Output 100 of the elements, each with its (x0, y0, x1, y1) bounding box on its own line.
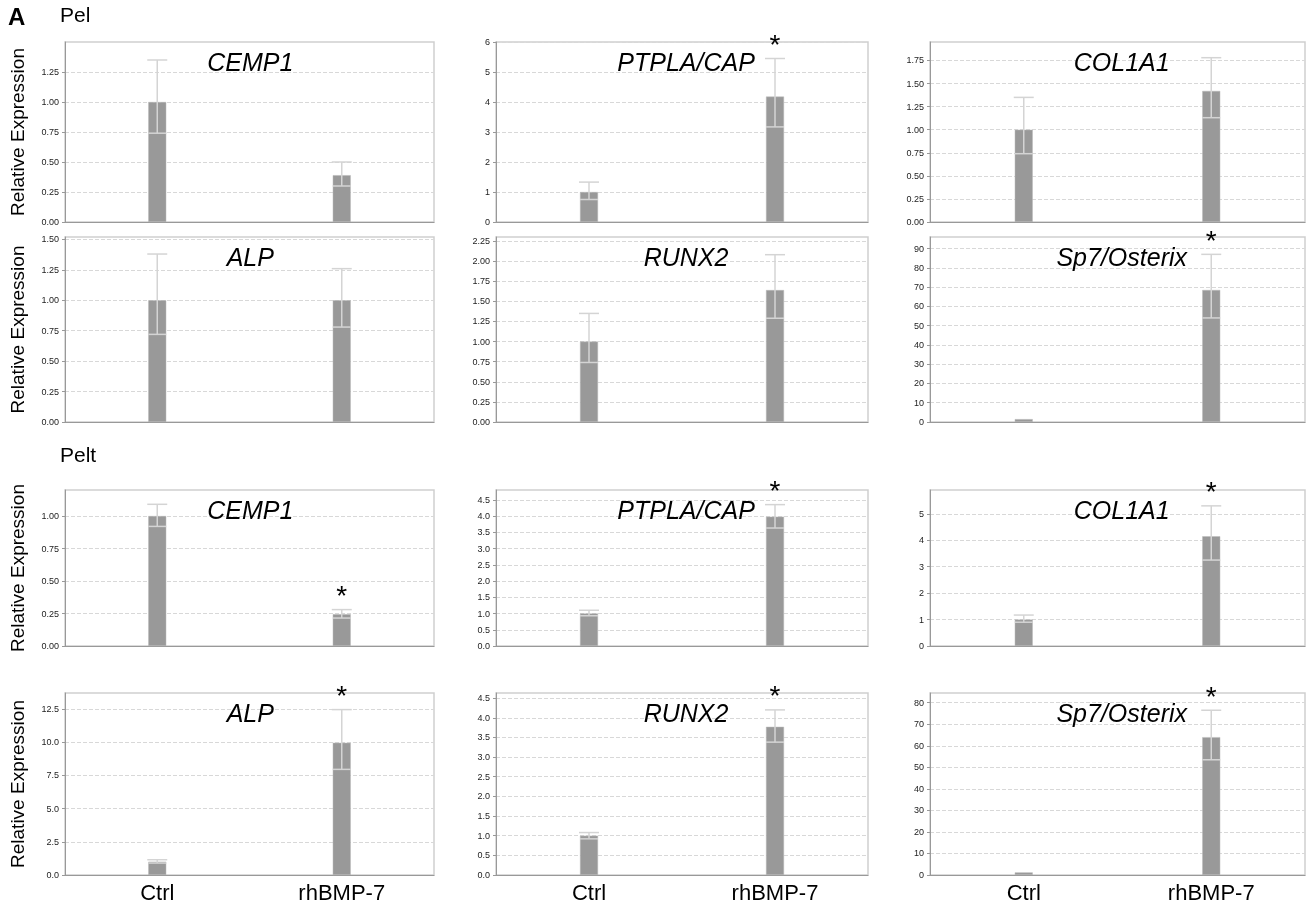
y-tick-label: 60 (913, 301, 924, 312)
y-tick-label: 0.50 (41, 576, 59, 586)
chart-title: RUNX2 (643, 698, 729, 727)
y-tick-label: 3 (484, 127, 490, 137)
chart-title: COL1A1 (1073, 495, 1170, 524)
y-tick-label: 60 (913, 740, 924, 751)
chart-title: PTPLA/CAP (617, 47, 756, 76)
chart-title: CEMP1 (207, 47, 294, 76)
y-tick-label: 2.00 (472, 256, 490, 267)
y-tick-label: 0.5 (477, 624, 490, 635)
annotation: * (336, 680, 348, 712)
y-tick-label: 1.25 (41, 264, 59, 275)
y-tick-label: 0.50 (906, 170, 924, 181)
y-tick-label: 1 (918, 614, 924, 625)
y-tick-label: 40 (913, 339, 924, 350)
chart-title: COL1A1 (1073, 47, 1170, 76)
y-tick-label: 4 (484, 97, 490, 107)
y-tick-label: 3.0 (477, 752, 490, 763)
y-tick-label: 7.5 (46, 770, 59, 781)
y-tick-label: 5.0 (46, 803, 59, 814)
y-tick-label: 1.00 (41, 511, 59, 521)
chart-title: ALP (224, 242, 275, 271)
chart-title: PTPLA/CAP (617, 495, 756, 524)
y-tick-label: 4.5 (477, 494, 490, 505)
y-tick-label: 10 (913, 848, 924, 859)
annotation: * (1205, 680, 1217, 712)
y-tick-label: 0.25 (41, 187, 59, 197)
x-tick-label: Ctrl (140, 879, 175, 905)
y-tick-label: 70 (913, 719, 924, 730)
chart-title: RUNX2 (643, 242, 729, 271)
y-tick-label: 1.0 (477, 608, 490, 619)
y-tick-label: 1.25 (472, 316, 490, 327)
chart-title: CEMP1 (207, 495, 294, 524)
y-tick-label: 0.0 (477, 641, 490, 651)
y-axis-title: Relative Expression (7, 700, 28, 868)
y-tick-label: 30 (913, 359, 924, 370)
y-tick-label: 2.5 (477, 771, 490, 782)
y-tick-label: 1 (484, 187, 490, 197)
y-tick-label: 0.5 (477, 850, 490, 861)
y-tick-label: 0 (918, 870, 924, 880)
y-tick-label: 70 (913, 282, 924, 293)
y-tick-label: 2.5 (477, 559, 490, 570)
annotation: * (769, 475, 781, 507)
y-tick-label: 0.25 (41, 386, 59, 397)
y-tick-label: 1.00 (41, 97, 59, 107)
y-tick-label: 1.00 (472, 336, 490, 347)
y-tick-label: 1.50 (472, 296, 490, 307)
y-tick-label: 12.5 (41, 703, 59, 714)
y-tick-label: 2 (484, 157, 490, 167)
chart-title: ALP (224, 698, 275, 727)
y-tick-label: 2.25 (472, 236, 490, 247)
y-tick-label: 20 (913, 826, 924, 837)
y-tick-label: 3.0 (477, 543, 490, 554)
y-tick-label: 0 (484, 217, 490, 227)
chart-title: Sp7/Osterix (1056, 242, 1189, 271)
annotation: * (769, 680, 781, 712)
y-tick-label: 0.75 (41, 543, 59, 554)
x-tick-label: rhBMP-7 (1167, 879, 1255, 905)
x-tick-label: Ctrl (571, 879, 607, 905)
y-tick-label: 0.50 (41, 157, 59, 167)
y-tick-label: 3.5 (477, 527, 490, 538)
y-tick-label: 10 (913, 397, 924, 408)
y-tick-label: 4.0 (477, 511, 490, 521)
y-tick-label: 1.25 (906, 101, 924, 112)
y-tick-label: 10.0 (41, 737, 59, 748)
y-tick-label: 1.00 (41, 295, 59, 306)
y-tick-label: 20 (913, 378, 924, 389)
y-tick-label: 0.00 (41, 641, 59, 651)
y-tick-label: 0.0 (477, 870, 490, 880)
y-tick-label: 50 (913, 762, 924, 773)
y-tick-label: 0.50 (472, 376, 490, 387)
y-tick-label: 0.00 (41, 417, 59, 427)
y-tick-label: 1.5 (477, 592, 490, 603)
y-tick-label: 0.75 (906, 147, 924, 158)
y-tick-label: 80 (913, 262, 924, 273)
y-tick-label: 2 (918, 588, 924, 599)
annotation: * (1205, 476, 1217, 508)
y-tick-label: 50 (913, 320, 924, 331)
annotation: * (336, 580, 348, 612)
annotation: * (769, 29, 781, 60)
y-tick-label: 0.00 (906, 217, 924, 227)
y-tick-label: 0.00 (41, 217, 59, 227)
y-tick-label: 0 (918, 417, 924, 427)
y-tick-label: 1.75 (906, 55, 924, 66)
y-tick-label: 0 (918, 641, 924, 651)
y-tick-label: 0.75 (472, 356, 490, 367)
y-tick-label: 1.50 (41, 234, 59, 245)
y-tick-label: 0.75 (41, 127, 59, 137)
y-tick-label: 3.5 (477, 732, 490, 743)
x-tick-label: rhBMP-7 (298, 879, 386, 905)
y-axis-title: Relative Expression (7, 484, 28, 652)
annotation: * (1205, 224, 1217, 256)
y-tick-label: 80 (913, 697, 924, 708)
y-tick-label: 0.75 (41, 325, 59, 336)
y-tick-label: 0.50 (41, 356, 59, 367)
y-tick-label: 1.0 (477, 830, 490, 841)
y-tick-label: 1.5 (477, 811, 490, 822)
y-tick-label: 0.25 (472, 396, 490, 407)
x-tick-label: rhBMP-7 (731, 879, 819, 905)
y-tick-label: 0.25 (41, 608, 59, 619)
